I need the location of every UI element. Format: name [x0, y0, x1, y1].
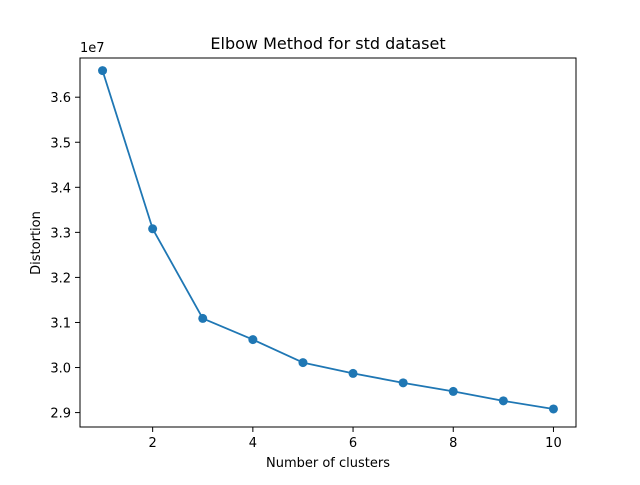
x-axis-label: Number of clusters	[266, 456, 390, 471]
data-point	[198, 313, 208, 323]
data-point	[248, 335, 258, 345]
plot-frame	[79, 57, 577, 428]
y-tick-label: 3.4	[50, 181, 71, 196]
data-point	[348, 368, 358, 378]
data-point	[448, 386, 458, 396]
y-tick-label: 3.1	[50, 316, 71, 331]
x-axis-ticks: 2 4 6 8 10	[149, 427, 562, 451]
y-tick-label: 3.0	[50, 362, 71, 377]
y-offset-label: 1e7	[80, 41, 105, 56]
x-tick-label: 4	[249, 436, 257, 451]
x-tick-label: 2	[149, 436, 157, 451]
data-point	[98, 66, 108, 76]
y-axis-ticks: 2.9 3.0 3.1 3.2 3.3 3.4 3.5 3.6	[50, 91, 80, 422]
series-line	[101, 70, 554, 410]
data-point	[398, 378, 408, 388]
x-tick-label: 8	[449, 436, 457, 451]
chart-title: Elbow Method for std dataset	[210, 34, 445, 53]
data-point	[498, 396, 508, 406]
series-layer	[98, 66, 558, 414]
data-point	[148, 224, 158, 234]
data-point	[548, 404, 558, 414]
data-point	[298, 358, 308, 368]
y-tick-label: 3.3	[50, 226, 71, 241]
x-tick-label: 6	[349, 436, 357, 451]
y-tick-label: 3.5	[50, 136, 71, 151]
y-tick-label: 3.2	[50, 271, 71, 286]
y-axis-label: Distortion	[29, 211, 44, 275]
y-tick-label: 3.6	[50, 91, 71, 106]
y-tick-label: 2.9	[50, 407, 71, 422]
x-tick-label: 10	[545, 436, 562, 451]
